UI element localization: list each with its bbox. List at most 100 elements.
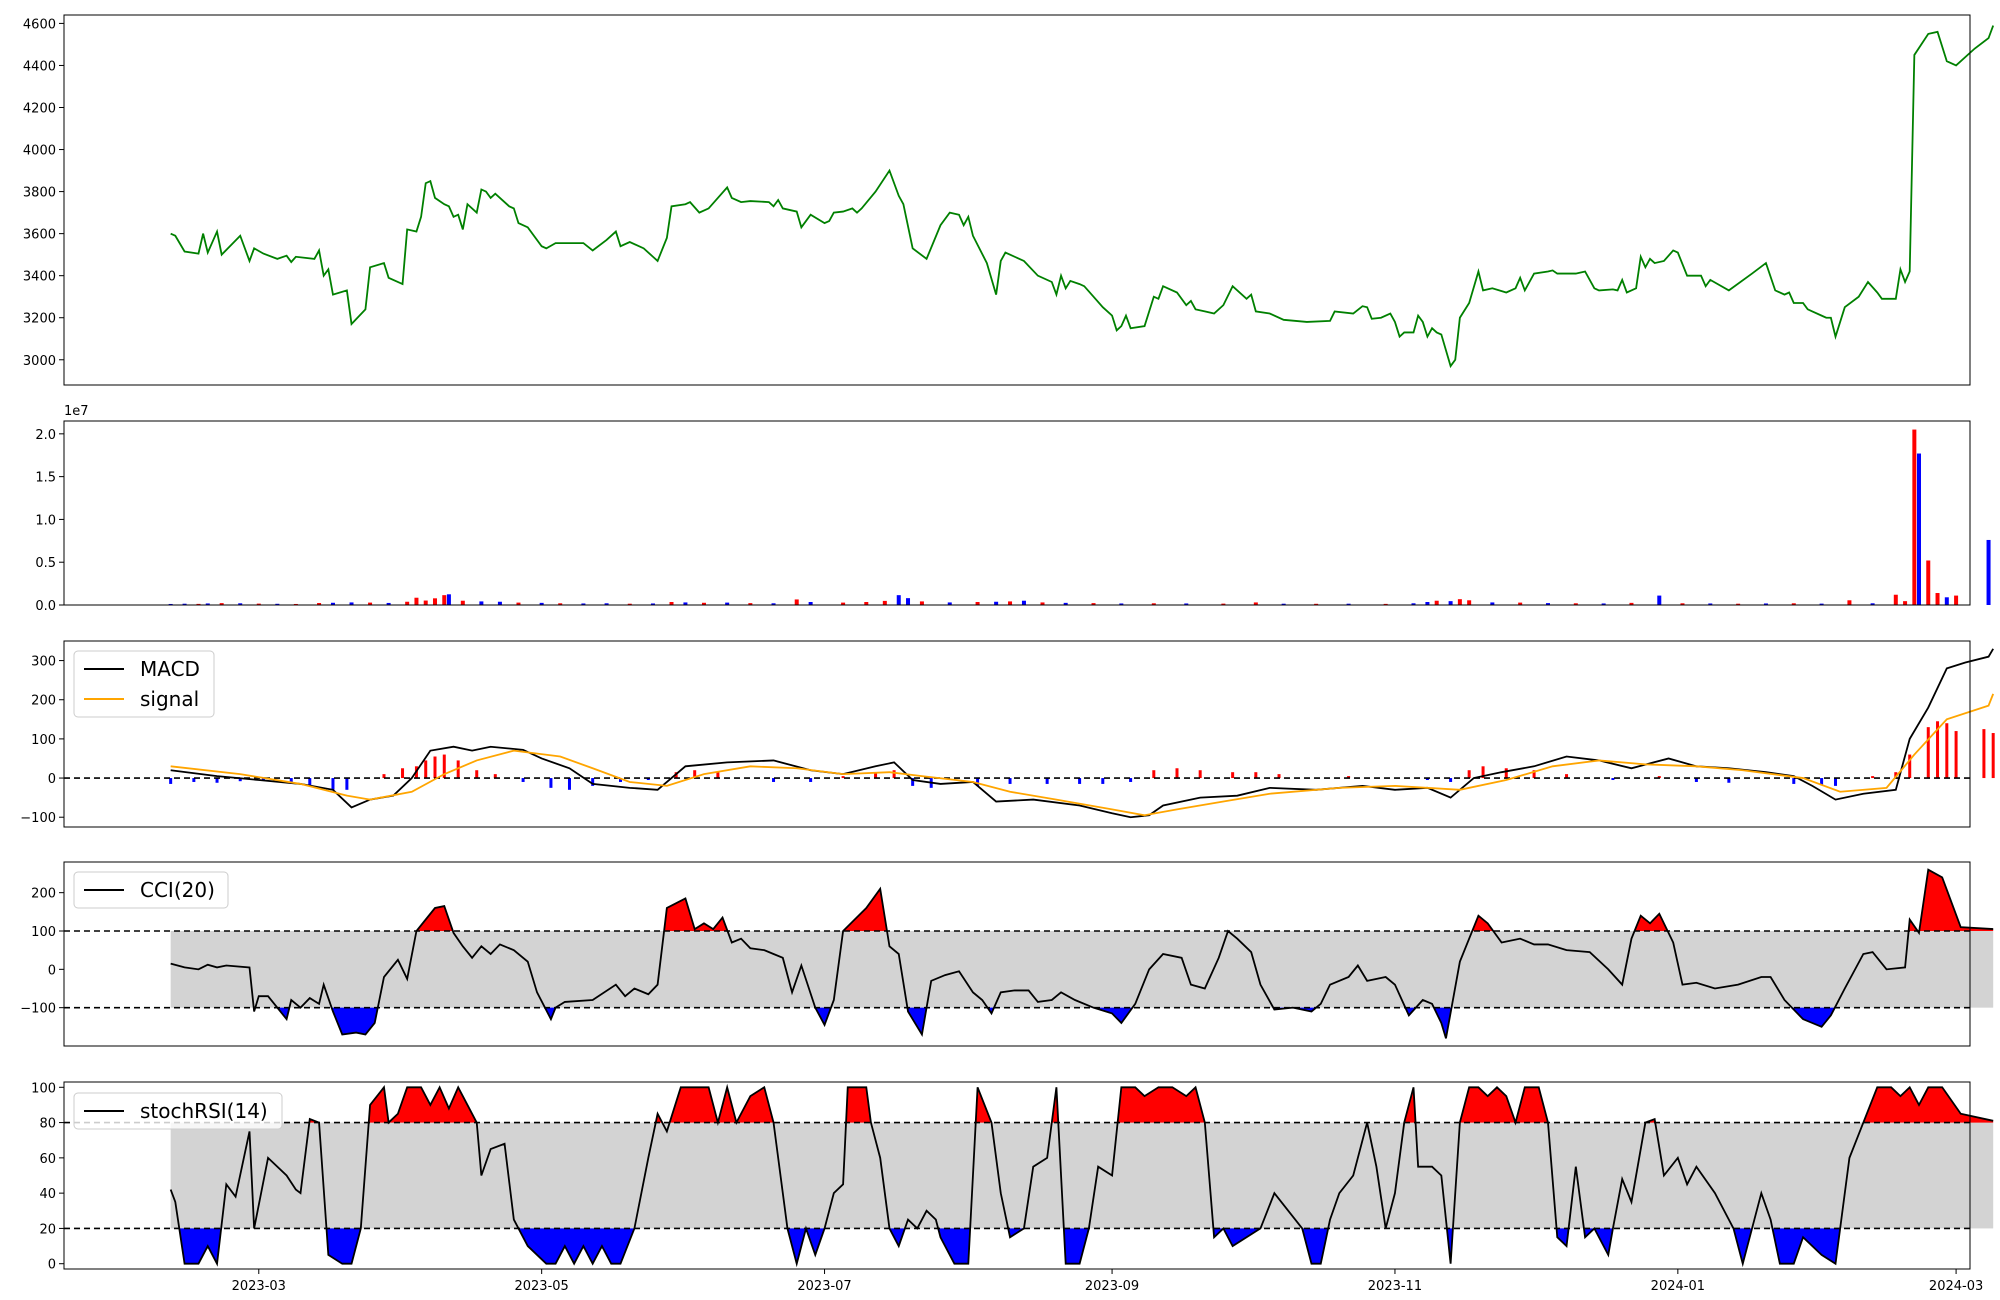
y-tick-label: 3600 [23, 228, 56, 243]
macd-histogram-bar [289, 778, 293, 784]
cci-oversold-fill [544, 1007, 556, 1020]
macd-histogram-bar [456, 760, 460, 779]
y-tick-label: 1.0 [35, 513, 56, 528]
date-x-axis: 2023-03 2023-05 2023-07 2023-09 2023-11 2024-… [232, 1269, 1983, 1294]
stochrsi-overbought-fill [846, 1087, 871, 1123]
macd-histogram-bar [1425, 778, 1429, 781]
volume-bar [414, 597, 419, 605]
cci-overbought-fill [416, 906, 453, 931]
x-tick-label: 2024-03 [1929, 1279, 1983, 1294]
macd-histogram-bar [1532, 770, 1536, 779]
macd-legend-box [73, 650, 215, 718]
macd-histogram-bar [1078, 778, 1082, 784]
volume-bar [275, 603, 280, 605]
x-tick-label: 2023-05 [514, 1279, 568, 1294]
volume-bar [1490, 602, 1495, 605]
volume-bar [1063, 602, 1068, 605]
stochrsi-oversold-fill [1063, 1228, 1089, 1264]
y-tick-label: 0 [48, 1258, 56, 1273]
stochrsi-oversold-fill [938, 1228, 971, 1264]
stochrsi-oversold-fill [1733, 1228, 1753, 1264]
x-tick-label: 2023-03 [232, 1279, 286, 1294]
volume-bar [1346, 603, 1351, 605]
volume-bar [994, 601, 999, 605]
stochrsi-overbought-fill [1459, 1087, 1516, 1123]
volume-bar [841, 602, 846, 605]
y-tick-label: 100 [31, 733, 56, 748]
volume-bar [1912, 429, 1917, 605]
stochrsi-legend-box [73, 1092, 283, 1130]
volume-bar [1040, 602, 1045, 605]
x-tick-label: 2023-11 [1368, 1279, 1422, 1294]
stochrsi-axes-frame [63, 1081, 1971, 1270]
volume-bar [386, 602, 391, 605]
volume-bar [368, 602, 373, 605]
volume-bar [748, 603, 753, 605]
volume-bar [1281, 603, 1286, 605]
y-tick-label: −100 [20, 1002, 56, 1017]
macd-histogram-bar [1908, 754, 1912, 779]
y-tick-label: 3800 [23, 186, 56, 201]
volume-bar [1736, 603, 1741, 605]
cci-overbought-fill [664, 898, 728, 931]
cci-oversold-fill [331, 1007, 378, 1035]
volume-bar [1253, 602, 1258, 605]
macd-histogram-bar [521, 778, 525, 782]
volume-bar [442, 595, 447, 605]
macd-histogram-bar [1982, 729, 1986, 779]
stochrsi-oversold-fill [787, 1228, 806, 1264]
volume-bar [1657, 595, 1662, 605]
cci-legend: CCI(20) [73, 871, 229, 909]
volume-bar [460, 600, 465, 605]
macd-histogram-bar [192, 778, 196, 782]
y-tick-label: 100 [31, 925, 56, 940]
macd-histogram-bar [874, 772, 878, 779]
macd-histogram-bar [1727, 778, 1731, 783]
stochrsi-neutral-band [170, 1122, 1994, 1229]
stochrsi-overbought-fill [669, 1087, 718, 1123]
stochrsi-line [169, 1083, 1994, 1268]
macd-histogram-bar [401, 768, 405, 779]
volume-bar [1916, 453, 1921, 605]
volume-panel: 0.0 0.5 1.0 1.5 2.0 1e7 [35, 404, 1991, 614]
macd-histogram-bar [1926, 727, 1930, 779]
y-tick-label: 80 [39, 1117, 56, 1132]
volume-bar [1021, 600, 1026, 605]
volume-bar [219, 603, 224, 605]
macd-histogram-bar [1936, 721, 1940, 779]
volume-bar [906, 598, 911, 605]
volume-bar [1893, 594, 1898, 605]
stochrsi-oversold-fill [518, 1228, 635, 1264]
macd-histogram-bar [1991, 733, 1995, 779]
y-tick-label: 4400 [23, 59, 56, 74]
volume-bar [627, 603, 632, 605]
volume-bar [896, 595, 901, 605]
y-tick-label: 0.0 [35, 599, 56, 614]
y-tick-label: 3200 [23, 312, 56, 327]
volume-bar [446, 594, 451, 605]
macd-histogram-bar [1449, 778, 1453, 782]
volume-bar [349, 602, 354, 605]
cci-axes-frame [63, 861, 1971, 1047]
y-tick-label: 300 [31, 655, 56, 670]
macd-histogram-bar [1101, 778, 1105, 784]
y-tick-label: −100 [20, 811, 56, 826]
volume-bar [1545, 603, 1550, 605]
stochrsi-oversold-fill [1594, 1228, 1613, 1255]
volume-bar [1383, 603, 1388, 605]
cci-line [170, 868, 1994, 1039]
volume-bar [293, 603, 298, 605]
price-plot-area [170, 25, 1995, 369]
stochrsi-oversold-fill [1302, 1228, 1329, 1264]
volume-axes-frame [63, 420, 1971, 606]
volume-bar [1314, 603, 1319, 605]
volume-bar [497, 601, 502, 605]
volume-bar [1629, 602, 1634, 605]
volume-bar [317, 603, 322, 605]
macd-histogram-bar [1347, 776, 1351, 779]
volume-bar [256, 603, 261, 605]
macd-histogram-bar [618, 778, 622, 782]
stochrsi-overbought-fill [368, 1087, 389, 1123]
macd-histogram-bar [1945, 723, 1949, 779]
